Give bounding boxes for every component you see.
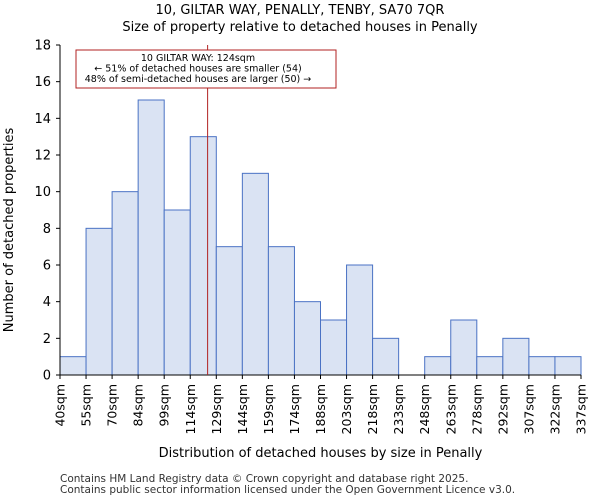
y-tick-label: 16: [34, 75, 51, 90]
bar-174sqm: [293, 301, 322, 376]
x-tick-label: 159sqm: [261, 384, 276, 434]
x-tick-label: 40sqm: [53, 384, 68, 427]
y-tick-label: 18: [34, 39, 51, 54]
bar-292sqm: [502, 337, 530, 376]
x-tick-label: 248sqm: [417, 384, 432, 434]
y-tick-label: 4: [43, 295, 51, 310]
annotation-box: [75, 49, 337, 89]
x-tick-label: 233sqm: [391, 384, 406, 434]
x-tick-label: 144sqm: [235, 384, 250, 434]
y-axis-label: Number of detached properties: [2, 128, 17, 333]
footer-copyright: Contains HM Land Registry data © Crown c…: [60, 473, 469, 485]
y-tick-label: 10: [34, 185, 51, 200]
chart-title: 10, GILTAR WAY, PENALLY, TENBY, SA70 7QR: [155, 3, 445, 18]
bar-84sqm: [137, 99, 165, 376]
bar-159sqm: [267, 246, 295, 376]
bar-70sqm: [111, 191, 139, 376]
bar-99sqm: [163, 209, 191, 376]
footer-licence: Contains public sector information licen…: [60, 484, 516, 496]
bar-278sqm: [476, 356, 504, 376]
bar-307sqm: [528, 356, 556, 376]
bar-263sqm: [450, 319, 478, 376]
annotation-line-3: 48% of semi-detached houses are larger (…: [85, 74, 312, 85]
y-tick-label: 0: [43, 369, 51, 384]
y-tick-label: 8: [43, 222, 51, 237]
bar-40sqm: [59, 356, 87, 376]
x-tick-label: 129sqm: [209, 384, 224, 434]
x-tick-label: 99sqm: [157, 384, 172, 427]
x-tick-label: 337sqm: [574, 384, 589, 434]
bar-114sqm: [189, 136, 217, 376]
x-tick-label: 70sqm: [105, 384, 120, 427]
annotation-line-1: 10 GILTAR WAY: 124sqm: [141, 53, 255, 64]
bar-144sqm: [241, 172, 269, 376]
x-tick-label: 278sqm: [469, 384, 484, 434]
chart-subtitle: Size of property relative to detached ho…: [122, 20, 478, 35]
x-tick-label: 263sqm: [443, 384, 458, 434]
bar-218sqm: [372, 337, 400, 376]
x-tick-label: 292sqm: [495, 384, 510, 434]
x-tick-label: 174sqm: [287, 384, 302, 434]
bar-188sqm: [320, 319, 348, 376]
bar-248sqm: [424, 356, 452, 376]
x-tick-label: 188sqm: [313, 384, 328, 434]
y-tick-label: 14: [34, 112, 51, 127]
y-tick-label: 2: [43, 332, 51, 347]
bar-55sqm: [85, 227, 113, 376]
bar-322sqm: [554, 356, 582, 376]
x-tick-label: 322sqm: [547, 384, 562, 434]
bar-129sqm: [215, 246, 243, 376]
y-tick-label: 6: [43, 259, 51, 274]
bar-203sqm: [346, 264, 374, 376]
x-tick-label: 55sqm: [79, 384, 94, 427]
x-tick-label: 114sqm: [183, 384, 198, 434]
x-tick-label: 218sqm: [365, 384, 380, 434]
x-tick-label: 203sqm: [339, 384, 354, 434]
annotation-line-2: ← 51% of detached houses are smaller (54…: [94, 64, 301, 75]
x-tick-label: 307sqm: [521, 384, 536, 434]
x-axis-label: Distribution of detached houses by size …: [159, 446, 483, 461]
y-tick-label: 12: [34, 149, 51, 164]
x-tick-label: 84sqm: [131, 384, 146, 427]
